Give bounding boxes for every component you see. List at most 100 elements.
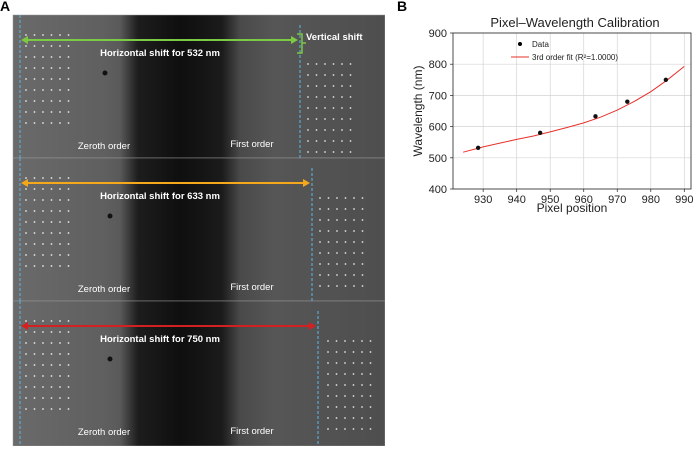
zeroth-order-spot [42,254,44,256]
zeroth-order-spot [25,375,27,377]
first-order-spot [327,197,330,199]
first-order-spot [336,274,338,276]
first-order-spot [327,219,330,221]
y-axis-label: Wavelength (nm) [411,66,425,157]
zeroth-order-spot [59,34,61,36]
zeroth-order-spot [59,320,61,322]
first-order-spot [349,140,352,142]
zeroth-order-spot [50,331,53,333]
x-tick-label: 980 [642,194,660,206]
zeroth-order-spot [42,45,44,47]
first-order-spot [341,151,343,153]
zeroth-order-spot [50,89,53,91]
first-order-label: First order [230,426,273,437]
x-tick-label: 950 [541,194,559,206]
zeroth-order-spot [25,353,27,355]
zeroth-order-spot [25,45,27,47]
first-order-spot [307,129,309,131]
first-order-spot [332,63,335,65]
zeroth-order-spot [33,221,36,223]
zeroth-order-spot [67,408,70,410]
zeroth-order-shadow [120,15,240,158]
zeroth-order-spot [67,199,70,201]
zeroth-order-spot [67,56,70,58]
zeroth-order-spot [33,375,36,377]
first-order-spot [319,241,321,243]
first-order-spot [353,219,355,221]
first-order-spot [307,96,309,98]
first-order-spot [353,241,355,243]
first-order-spot [327,362,329,364]
zeroth-order-spot [59,122,61,124]
zeroth-order-spot [59,111,61,113]
first-order-spot [369,373,372,375]
zeroth-order-spot [42,100,44,102]
first-order-spot [344,252,347,254]
first-order-spot [315,85,318,87]
zeroth-order-shadow [120,158,240,301]
first-order-spot [344,219,347,221]
first-order-spot [327,274,330,276]
zeroth-order-spot [50,34,53,36]
zeroth-order-spot [33,199,36,201]
panel-a-label: A [0,0,11,14]
zeroth-order-spot [59,342,61,344]
first-order-spot [361,252,364,254]
zeroth-order-spot [67,210,70,212]
shift-arrowhead-right [291,36,298,44]
zeroth-order-spot [50,386,53,388]
first-order-spot [361,428,363,430]
zeroth-order-spot [33,364,36,366]
zeroth-order-spot [50,45,53,47]
zeroth-order-spot [50,320,53,322]
first-order-spot [344,373,346,375]
zeroth-order-spot [59,100,61,102]
zeroth-order-spot [25,254,27,256]
zeroth-order-spot [67,34,70,36]
first-order-spot [327,406,329,408]
zeroth-order-spot [42,353,44,355]
data-point [537,130,543,136]
first-order-spot [341,140,343,142]
first-order-spot [344,340,346,342]
first-order-spot [307,151,309,153]
first-order-spot [361,285,364,287]
first-order-spot [344,362,346,364]
y-tick-label: 500 [429,153,447,165]
first-order-spot [324,151,326,153]
zeroth-order-spot [33,243,36,245]
first-order-spot [353,263,355,265]
zeroth-order-spot [67,221,70,223]
first-order-spot [353,208,355,210]
chart-legend: Data 3rd order fit (R²=1.0000) [511,40,618,62]
zeroth-order-spot [50,188,53,190]
zeroth-order-spot [25,320,27,322]
first-order-spot [344,197,347,199]
zeroth-order-spot [59,265,61,267]
first-order-spot [324,118,326,120]
first-order-spot [332,118,335,120]
first-order-spot [352,428,355,430]
dust-speck [107,356,113,362]
zeroth-order-spot [50,100,53,102]
y-tick-label: 700 [429,90,447,102]
shift-arrowhead-right [303,179,310,187]
first-order-spot [352,362,355,364]
shift-label: Horizontal shift for 633 nm [100,191,220,202]
first-order-spot [324,107,326,109]
zeroth-order-spot [42,111,44,113]
first-order-spot [315,129,318,131]
zeroth-order-spot [33,232,36,234]
zeroth-order-spot [59,210,61,212]
zeroth-order-spot [42,232,44,234]
zeroth-order-spot [59,56,61,58]
zeroth-order-spot [33,45,36,47]
first-order-spot [327,373,329,375]
zeroth-order-spot [59,232,61,234]
zeroth-order-spot [67,232,70,234]
first-order-spot [315,96,318,98]
first-order-spot [361,417,363,419]
zeroth-order-spot [42,34,44,36]
first-order-spot [369,362,372,364]
first-order-spot [344,395,346,397]
